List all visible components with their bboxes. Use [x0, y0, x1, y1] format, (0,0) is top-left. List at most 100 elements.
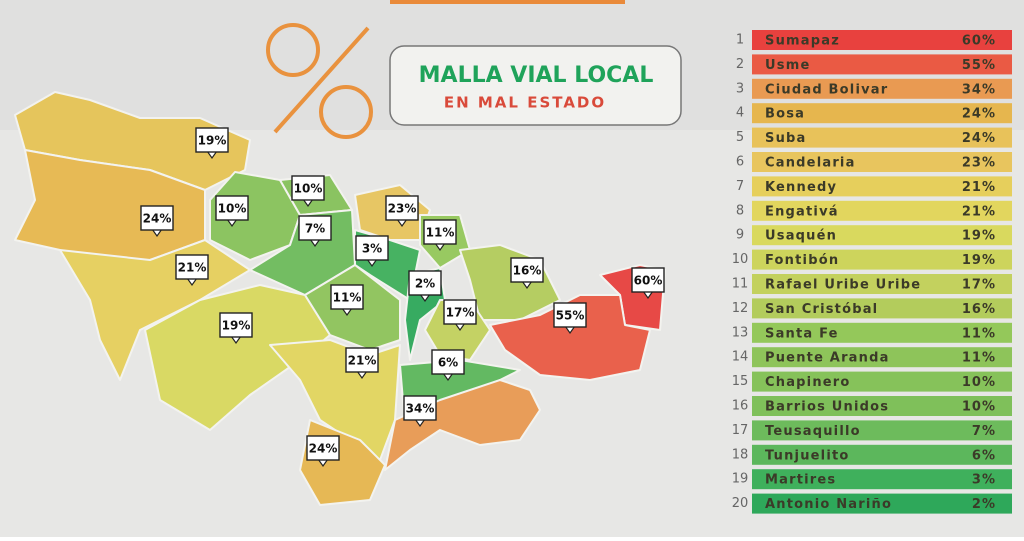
map-pin: 34% — [403, 395, 437, 428]
title: MALLA VIAL LOCAL — [419, 63, 654, 88]
district-name: Martires — [765, 473, 836, 488]
pin-label: 11% — [426, 226, 455, 240]
pin-box — [423, 219, 457, 245]
district-name: Bosa — [765, 107, 805, 122]
rank-number: 19 — [732, 472, 749, 487]
map-pin: 17% — [443, 299, 477, 332]
pin-box — [385, 195, 419, 221]
pin-label: 10% — [294, 182, 323, 196]
rank-bar — [752, 54, 1012, 75]
district-value: 21% — [962, 204, 996, 219]
rank-number: 8 — [736, 203, 744, 218]
map-pin: 11% — [423, 219, 457, 252]
rank-bar — [752, 103, 1012, 124]
pin-box — [355, 235, 389, 261]
ranking-row: 11 Rafael Uribe Uribe 17% — [732, 274, 1012, 294]
map-pin: 3% — [355, 235, 389, 268]
district-value: 19% — [962, 229, 996, 244]
rank-bar — [752, 493, 1012, 514]
district-name: Teusaquillo — [765, 424, 861, 439]
map-pin: 6% — [431, 349, 465, 382]
pin-box — [510, 257, 544, 283]
district-name: Sumapaz — [765, 34, 840, 49]
rank-bar — [752, 347, 1012, 368]
pin-label: 10% — [218, 202, 247, 216]
top-strip — [390, 0, 625, 4]
rank-bar — [752, 225, 1012, 246]
district-name: Ciudad Bolivar — [765, 82, 888, 97]
rank-bar — [752, 469, 1012, 490]
rank-number: 20 — [732, 496, 749, 511]
rank-bar — [752, 298, 1012, 319]
district-value: 60% — [962, 34, 996, 49]
rank-number: 10 — [732, 252, 749, 267]
district-value: 7% — [972, 424, 996, 439]
pin-label: 34% — [406, 402, 435, 416]
rank-number: 18 — [732, 447, 749, 462]
pin-box — [219, 312, 253, 338]
rank-bar — [752, 274, 1012, 294]
pin-box — [175, 254, 209, 280]
district-name: Usaquén — [765, 229, 837, 244]
district-name: Engativá — [765, 204, 839, 219]
pin-box — [195, 127, 229, 153]
title-box — [389, 45, 682, 126]
rank-bar — [752, 78, 1012, 99]
ranking-row: 20 Antonio Nariño 2% — [732, 493, 1012, 514]
pin-label: 24% — [143, 212, 172, 226]
district-value: 2% — [972, 497, 996, 512]
district-name: Rafael Uribe Uribe — [765, 278, 921, 293]
district-value: 3% — [972, 473, 996, 488]
district-value: 10% — [962, 400, 996, 415]
district-value: 24% — [962, 107, 996, 122]
rank-bar — [752, 322, 1012, 343]
district-value: 55% — [962, 58, 996, 73]
subtitle: EN MAL ESTADO — [444, 94, 606, 112]
rank-number: 4 — [736, 106, 744, 121]
pin-label: 16% — [513, 264, 542, 278]
district-name: Antonio Nariño — [765, 497, 892, 512]
ranking-row: 15 Chapinero 10% — [732, 371, 1012, 392]
map-labels: 19% 10% 24% 10% 7% 23% 11% 3% 21% 2% 16% 60% 11% 17% 5… — [140, 127, 665, 468]
pin-box — [330, 284, 364, 310]
map-pin: 10% — [215, 195, 249, 228]
pin-label: 24% — [309, 442, 338, 456]
rank-bar — [752, 127, 1012, 148]
district-value: 24% — [962, 131, 996, 146]
ranking-row: 13 Santa Fe 11% — [732, 322, 1012, 343]
map-pin: 2% — [408, 270, 442, 303]
district-value: 11% — [962, 351, 996, 366]
district-name: Chapinero — [765, 375, 851, 390]
rank-bar — [752, 444, 1012, 465]
district-value: 21% — [962, 180, 996, 195]
pin-box — [443, 299, 477, 325]
map-pin: 10% — [291, 175, 325, 208]
rank-number: 17 — [732, 423, 749, 438]
pin-box — [345, 347, 379, 373]
rank-number: 11 — [732, 277, 749, 292]
district-name: Fontibón — [765, 253, 839, 268]
pin-box — [298, 215, 332, 241]
ranking-list: 1 Sumapaz 60% 2 Usme 55% 3 Ciudad Bolivar 34% 4 Bo… — [732, 30, 1012, 514]
pin-box — [215, 195, 249, 221]
map-pin: 55% — [553, 302, 587, 335]
pin-label: 19% — [198, 134, 227, 148]
district-name: Usme — [765, 58, 810, 73]
district-value: 23% — [962, 156, 996, 171]
pin-label: 60% — [634, 274, 663, 288]
percent-slash — [273, 26, 370, 134]
map-pin: 24% — [140, 205, 174, 238]
pin-label: 23% — [388, 202, 417, 216]
pin-label: 7% — [305, 222, 325, 236]
rank-number: 1 — [736, 33, 744, 48]
map-pin: 23% — [385, 195, 419, 228]
ranking-row: 7 Kennedy 21% — [736, 176, 1012, 197]
rank-number: 12 — [732, 301, 749, 316]
pin-label: 6% — [438, 356, 458, 370]
ranking-row: 4 Bosa 24% — [736, 103, 1012, 124]
ranking-row: 6 Candelaria 23% — [736, 152, 1012, 172]
rank-bar — [752, 249, 1012, 270]
pin-label: 21% — [348, 354, 377, 368]
ranking-row: 8 Engativá 21% — [736, 200, 1012, 221]
rank-number: 15 — [732, 374, 749, 389]
